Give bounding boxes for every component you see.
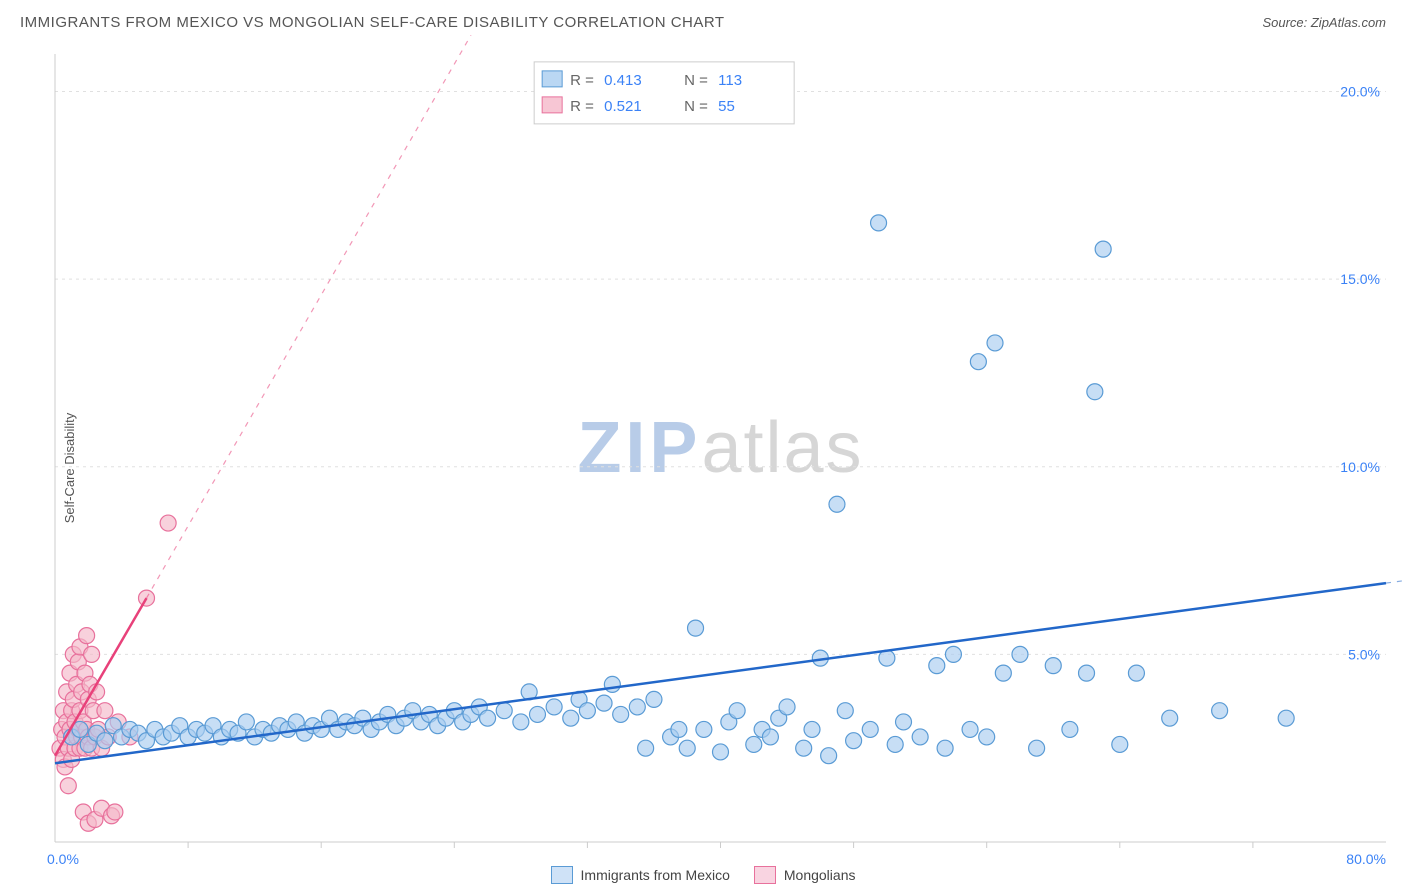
source-attribution: Source: ZipAtlas.com [1262,15,1386,30]
chart-header: IMMIGRANTS FROM MEXICO VS MONGOLIAN SELF… [0,0,1406,44]
svg-text:15.0%: 15.0% [1340,271,1380,287]
svg-text:113: 113 [718,72,742,89]
svg-text:N =: N = [684,98,708,115]
legend-swatch-pink [754,866,776,884]
svg-text:R =: R = [570,98,594,115]
legend-item-mexico: Immigrants from Mexico [551,866,730,884]
legend-label-mexico: Immigrants from Mexico [581,867,730,883]
svg-text:20.0%: 20.0% [1340,84,1380,100]
svg-text:0.413: 0.413 [604,72,642,89]
svg-text:N =: N = [684,72,708,89]
legend-swatch-blue [551,866,573,884]
svg-text:80.0%: 80.0% [1346,851,1386,867]
svg-text:0.0%: 0.0% [47,851,79,867]
svg-text:55: 55 [718,98,735,115]
svg-text:5.0%: 5.0% [1348,646,1380,662]
bottom-legend: Immigrants from Mexico Mongolians [0,866,1406,884]
svg-text:R =: R = [570,72,594,89]
chart-container: Self-Care Disability ZIPatlas 5.0%10.0%1… [0,44,1406,892]
svg-text:10.0%: 10.0% [1340,459,1380,475]
legend-label-mongolians: Mongolians [784,867,856,883]
svg-text:0.521: 0.521 [604,98,642,115]
legend-item-mongolians: Mongolians [754,866,856,884]
scatter-plot: ZIPatlas 5.0%10.0%15.0%20.0%0.0%80.0%R =… [55,54,1386,842]
plot-svg: 5.0%10.0%15.0%20.0%0.0%80.0%R =0.413N =1… [55,54,1386,842]
chart-title: IMMIGRANTS FROM MEXICO VS MONGOLIAN SELF… [20,14,725,31]
